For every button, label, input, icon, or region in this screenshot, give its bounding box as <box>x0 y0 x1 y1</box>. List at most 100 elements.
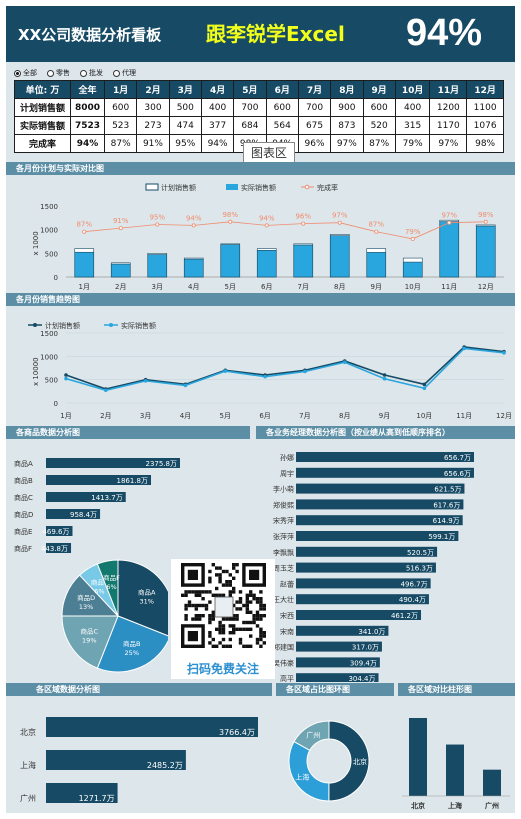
legend-label: 计划销售额 <box>161 183 196 192</box>
y-tick-label: 1000 <box>40 353 58 361</box>
radio-icon[interactable] <box>80 69 87 77</box>
header-cell: 6月 <box>265 80 299 99</box>
qr-module <box>235 607 239 611</box>
header-cell: 11月 <box>429 80 468 99</box>
qr-module <box>218 631 222 635</box>
category-label: 宋南 <box>280 627 294 636</box>
filter-retail[interactable]: 零售 <box>47 68 70 78</box>
qr-module <box>232 631 236 635</box>
bar-value-label: 614.9万 <box>433 517 460 525</box>
qr-module <box>259 603 263 608</box>
header-cell: 3月 <box>168 80 202 99</box>
legend-label: 实际销售额 <box>241 183 276 192</box>
actual-bar <box>147 254 168 278</box>
qr-module <box>252 620 256 625</box>
qr-module <box>225 569 229 574</box>
qr-module <box>255 641 260 645</box>
qr-module <box>259 634 263 638</box>
qr-module <box>204 603 209 608</box>
x-tick-label: 北京 <box>411 801 425 810</box>
qr-module <box>228 637 232 642</box>
rate-point <box>410 236 415 241</box>
qr-module <box>191 617 195 621</box>
qr-module <box>232 627 236 631</box>
filter-agent[interactable]: 代理 <box>113 68 136 78</box>
rate-point <box>483 219 488 224</box>
bar <box>46 783 118 803</box>
filter-label: 全部 <box>23 69 37 77</box>
qr-module <box>184 614 188 618</box>
radio-icon[interactable] <box>113 69 120 77</box>
radio-selected-icon[interactable] <box>14 69 21 77</box>
completion-percentage: 94% <box>406 12 483 54</box>
bar-value-label: 3766.4万 <box>219 728 255 737</box>
qr-module <box>242 620 246 625</box>
qr-module <box>259 590 263 594</box>
column-bar <box>483 769 501 796</box>
kpi-header-row: 单位: 万 全年 1月 2月 3月 4月 5月 6月 7月 8月 9月 10月 … <box>14 80 504 99</box>
filter-wholesale[interactable]: 批发 <box>80 68 103 78</box>
qr-module <box>215 627 219 631</box>
table-cell: 600 <box>362 98 396 117</box>
qr-module <box>232 603 236 608</box>
qr-module <box>245 607 249 611</box>
actual-point <box>263 374 267 379</box>
category-label: 宋秀萍 <box>273 516 294 525</box>
rate-data-label: 97% <box>332 212 348 220</box>
filter-all[interactable]: 全部 <box>14 68 37 78</box>
qr-module <box>194 593 198 597</box>
qr-module <box>259 631 263 635</box>
qr-module <box>238 641 243 645</box>
radio-icon[interactable] <box>47 69 54 77</box>
plan-line <box>65 346 505 390</box>
qr-module <box>245 593 249 597</box>
actual-bar <box>475 225 496 278</box>
qr-module <box>211 637 215 642</box>
plan-point <box>64 373 68 377</box>
actual-point <box>303 369 307 374</box>
bar-value-label: 496.7万 <box>401 580 428 588</box>
qr-code-panel[interactable]: 扫码免费关注 <box>171 559 275 679</box>
slice-label: 商品D <box>77 593 95 602</box>
category-label: 吴伟豪 <box>273 658 294 667</box>
rate-line <box>84 221 486 240</box>
legend-label: 计划销售额 <box>45 321 80 330</box>
qr-module <box>211 563 215 567</box>
qr-module <box>221 617 226 621</box>
rate-point <box>264 223 269 228</box>
qr-module <box>249 644 253 648</box>
table-cell: 98% <box>466 134 504 153</box>
qr-module <box>184 590 188 594</box>
qr-module <box>245 600 249 604</box>
qr-module <box>262 634 266 638</box>
table-cell: 900 <box>330 98 364 117</box>
bar-value-label: 1861.8万 <box>117 477 149 485</box>
qr-module <box>238 637 243 642</box>
qr-module <box>191 603 195 608</box>
qr-module <box>208 580 212 584</box>
qr-module <box>245 610 249 614</box>
header-cell: 5月 <box>233 80 267 99</box>
actual-bar <box>183 258 204 278</box>
qr-avatar <box>214 596 234 618</box>
qr-module <box>211 614 215 618</box>
bar <box>46 475 152 485</box>
actual-point <box>502 350 506 355</box>
bar-value-label: 490.4万 <box>399 596 426 604</box>
table-cell: 600 <box>103 98 138 117</box>
bar <box>46 543 72 553</box>
slice-label: 商品C <box>81 627 99 636</box>
qr-module <box>238 597 243 601</box>
category-label: 张萍萍 <box>273 532 294 541</box>
qr-module <box>228 631 232 635</box>
table-cell: 1170 <box>429 116 468 135</box>
y-tick-label: 500 <box>45 250 58 258</box>
qr-module <box>259 597 263 601</box>
header-cell: 7月 <box>297 80 332 99</box>
qr-module <box>215 586 219 591</box>
actual-point <box>342 360 347 365</box>
x-tick-label: 3月 <box>140 412 151 420</box>
